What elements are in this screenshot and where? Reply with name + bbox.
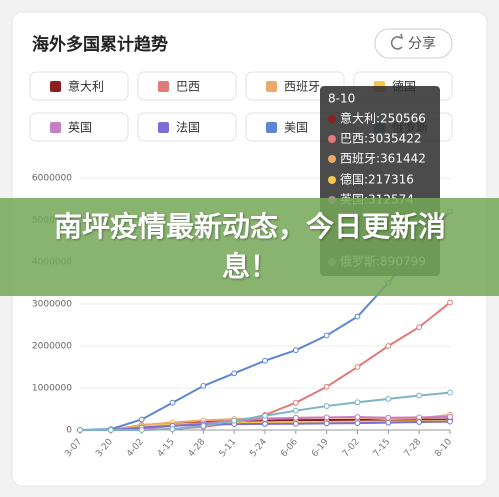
data-point xyxy=(292,407,299,414)
data-point xyxy=(262,412,268,419)
data-point xyxy=(200,423,207,429)
y-tick-label: 6000000 xyxy=(32,174,72,184)
data-point xyxy=(385,414,392,421)
legend-swatch xyxy=(158,122,169,133)
share-label[interactable]: 分享 xyxy=(408,35,436,52)
data-point xyxy=(385,343,392,349)
tooltip-item: 意大利:250566 xyxy=(340,111,426,126)
data-point xyxy=(200,383,207,389)
data-point xyxy=(416,392,423,399)
data-point xyxy=(292,414,299,421)
legend-swatch xyxy=(266,81,277,92)
y-tick-label: 2000000 xyxy=(32,342,72,352)
legend-item: 英国 xyxy=(29,112,129,142)
data-point xyxy=(292,347,299,354)
data-point xyxy=(416,419,423,425)
data-point xyxy=(107,427,114,433)
y-tick-label: 1000000 xyxy=(32,384,72,394)
data-point xyxy=(292,399,299,406)
data-point xyxy=(354,313,361,320)
banner: 南坪疫情最新动态，今日更新消息！ xyxy=(0,198,499,296)
legend-label: 意大利 xyxy=(68,79,104,94)
banner-text: 南坪疫情最新动态，今日更新消息！ xyxy=(54,210,447,283)
data-point xyxy=(416,414,423,421)
data-point xyxy=(169,426,176,433)
data-point xyxy=(354,399,361,406)
data-point xyxy=(138,416,145,423)
legend-label: 巴西 xyxy=(176,80,200,94)
tooltip-item: 德国:217316 xyxy=(340,172,414,187)
legend-label: 法国 xyxy=(176,121,200,135)
legend-item: 美国 xyxy=(245,112,345,142)
tooltip-title: 8-10 xyxy=(328,92,355,106)
data-point xyxy=(323,332,330,339)
data-point xyxy=(416,324,423,331)
data-point xyxy=(169,399,176,406)
data-point xyxy=(323,383,330,390)
legend-frame xyxy=(137,112,237,142)
legend-item: 法国 xyxy=(137,112,237,142)
y-tick-label: 3000000 xyxy=(32,300,72,310)
data-point xyxy=(354,414,361,420)
data-point xyxy=(354,420,361,426)
legend-swatch xyxy=(158,81,169,92)
tooltip-swatch xyxy=(328,115,336,123)
data-point xyxy=(262,357,268,364)
legend-frame xyxy=(29,71,129,101)
data-point xyxy=(354,364,361,370)
data-point xyxy=(385,396,392,402)
tooltip-item: 西班牙:361442 xyxy=(340,152,426,166)
data-point xyxy=(447,413,453,420)
legend-frame xyxy=(29,112,129,142)
chart-title: 海外多国累计趋势 xyxy=(32,34,168,55)
legend-swatch xyxy=(266,122,277,133)
data-point xyxy=(77,427,83,433)
tooltip-swatch xyxy=(328,155,336,163)
data-point xyxy=(231,417,238,424)
legend-item: 巴西 xyxy=(137,71,237,101)
legend-label: 美国 xyxy=(284,121,308,135)
legend-label: 英国 xyxy=(68,121,92,135)
data-point xyxy=(323,420,330,427)
data-point xyxy=(323,414,330,421)
data-point xyxy=(447,389,453,396)
tooltip-swatch xyxy=(328,135,336,143)
share-button-frame[interactable] xyxy=(374,28,453,59)
legend-item: 意大利 xyxy=(29,71,129,101)
data-point xyxy=(262,421,268,427)
data-point xyxy=(323,403,330,409)
data-point xyxy=(231,370,238,377)
legend-swatch xyxy=(50,122,61,133)
share-button[interactable]: 分享 xyxy=(374,28,453,59)
data-point xyxy=(292,420,299,427)
tooltip-swatch xyxy=(328,176,336,184)
tooltip-item: 巴西:3035422 xyxy=(340,132,422,146)
data-point xyxy=(447,418,453,425)
legend-label: 西班牙 xyxy=(284,80,320,94)
legend-swatch xyxy=(50,81,61,92)
legend-frame xyxy=(137,71,237,101)
y-tick-label: 0 xyxy=(66,426,72,436)
share-icon xyxy=(390,33,404,50)
data-point xyxy=(138,427,145,433)
data-point xyxy=(447,299,453,306)
data-point xyxy=(385,419,392,426)
